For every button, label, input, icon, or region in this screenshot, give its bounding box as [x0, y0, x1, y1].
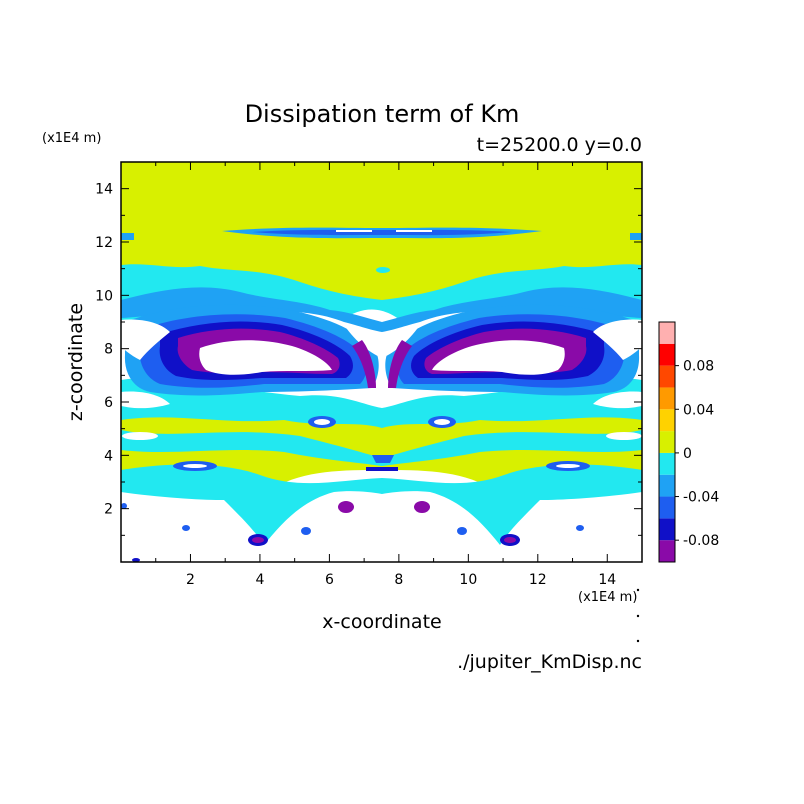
x-axis-ticks: 2 4 6 8 10 12 14 [155, 162, 616, 588]
y-tick-label: 2 [104, 502, 113, 518]
marker-dot [636, 639, 640, 643]
x-tick-label: 14 [598, 572, 616, 588]
colorbar-tick-label: -0.08 [683, 533, 719, 549]
colorbar-level [659, 474, 675, 497]
colorbar-level [659, 322, 675, 344]
colorbar-level [659, 409, 675, 432]
marker-dot [636, 588, 640, 592]
x-tick-label: 10 [459, 572, 477, 588]
colorbar-level [659, 365, 675, 388]
y-axis-ticks: 2 4 6 8 10 12 14 [95, 182, 642, 536]
colorbar-level [659, 387, 675, 410]
colorbar-ticks: 0.08 0.04 0 -0.04 -0.08 [675, 359, 719, 549]
y-axis-label: z-coordinate [65, 303, 87, 421]
colorbar-frame [658, 321, 676, 563]
colorbar-level [659, 496, 675, 519]
colorbar-tick-label: -0.04 [683, 490, 719, 506]
x-tick-label: 6 [325, 572, 334, 588]
marker-dot [636, 614, 640, 618]
contour-field [121, 162, 642, 562]
colorbar [658, 321, 676, 563]
source-filename: ./jupiter_KmDisp.nc [457, 651, 642, 673]
plot-frame [120, 161, 643, 563]
x-tick-label: 2 [186, 572, 195, 588]
colorbar-level [659, 343, 675, 366]
chart-title: Dissipation term of Km [245, 100, 520, 128]
colorbar-level [659, 540, 675, 562]
colorbar-level [659, 431, 675, 453]
z-unit-label: (x1E4 m) [42, 131, 101, 146]
colorbar-level [659, 518, 675, 541]
y-tick-label: 14 [95, 182, 113, 198]
y-tick-label: 10 [95, 288, 113, 304]
y-tick-label: 4 [104, 448, 113, 464]
x-axis-label: x-coordinate [322, 611, 441, 633]
x-tick-label: 4 [255, 572, 264, 588]
colorbar-tick-label: 0.04 [683, 402, 714, 418]
x-unit-label: (x1E4 m) [578, 590, 637, 605]
colorbar-level [659, 452, 675, 475]
colorbar-tick-label: 0.08 [683, 359, 714, 375]
y-tick-label: 6 [104, 395, 113, 411]
colorbar-tick-label: 0 [683, 446, 692, 462]
chart-subtitle: t=25200.0 y=0.0 [477, 134, 642, 156]
y-tick-label: 12 [95, 235, 113, 251]
x-tick-label: 8 [394, 572, 403, 588]
x-tick-label: 12 [529, 572, 547, 588]
y-tick-label: 8 [104, 342, 113, 358]
